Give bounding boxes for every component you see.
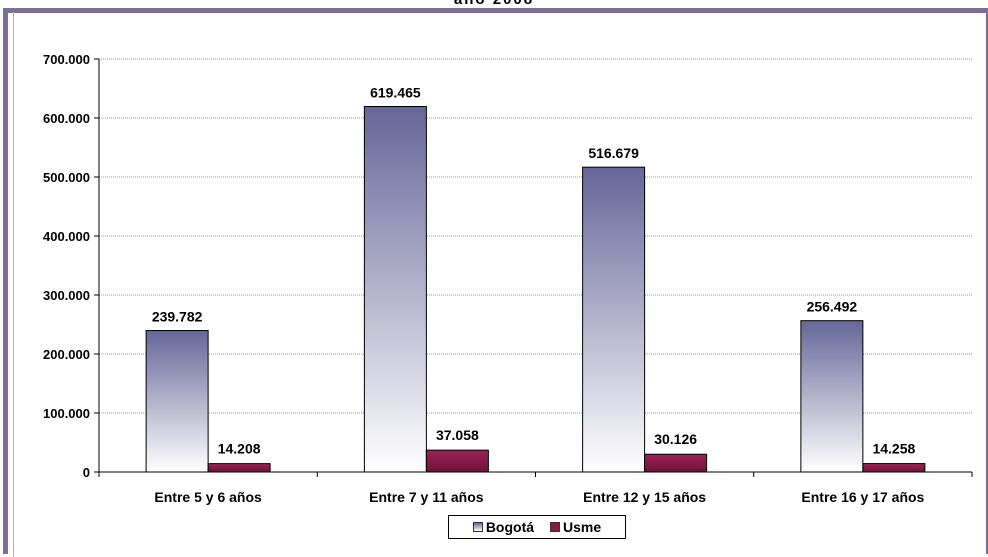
bars [145, 106, 926, 473]
legend-label-bogota: Bogotá [485, 519, 535, 535]
data-label-usme: 14.208 [218, 441, 261, 457]
x-tick-label: Entre 7 y 11 años [369, 489, 484, 505]
data-label-bogota: 516.679 [588, 145, 639, 161]
legend-swatch-bogota [472, 522, 483, 532]
data-label-bogota: 619.465 [370, 85, 421, 101]
data-label-bogota: 239.782 [152, 309, 203, 325]
legend-swatch-usme [550, 522, 561, 532]
y-tick-label: 0 [83, 465, 90, 480]
bar-bogota [582, 166, 646, 473]
labels: Entre 5 y 6 años 239.782 14.208 Entre 7 y 1… [152, 85, 925, 505]
legend-label-usme: Usme [563, 519, 602, 535]
bar-bogota [800, 320, 864, 473]
bar-usme [644, 453, 708, 473]
data-label-usme: 30.126 [654, 431, 697, 447]
bar-usme [207, 463, 271, 473]
x-tick-label: Entre 16 y 17 años [801, 489, 924, 505]
y-tick-label: 700.000 [43, 52, 90, 67]
gridlines [99, 58, 972, 414]
bar-bogota [145, 330, 209, 473]
chart-title-fragment: año 2008 [0, 0, 988, 8]
y-tick-label: 200.000 [43, 347, 90, 362]
y-tick-label: 400.000 [43, 229, 90, 244]
chart-legend: Bogotá Usme [448, 515, 626, 539]
x-tick-label: Entre 12 y 15 años [583, 489, 706, 505]
data-label-bogota: 256.492 [807, 299, 858, 315]
x-tick-label: Entre 5 y 6 años [154, 489, 262, 505]
bar-usme [425, 449, 489, 473]
data-label-usme: 14.258 [872, 441, 915, 457]
frame-inner-line [13, 12, 14, 557]
y-tick-label: 100.000 [43, 406, 90, 421]
bar-usme [862, 463, 926, 473]
y-tick-label: 300.000 [43, 288, 90, 303]
data-label-usme: 37.058 [436, 427, 479, 443]
legend-item-bogota: Bogotá [472, 519, 535, 535]
bar-bogota [363, 106, 427, 473]
y-tick-label: 500.000 [43, 170, 90, 185]
y-tick-label: 600.000 [43, 111, 90, 126]
legend-item-usme: Usme [550, 519, 601, 535]
